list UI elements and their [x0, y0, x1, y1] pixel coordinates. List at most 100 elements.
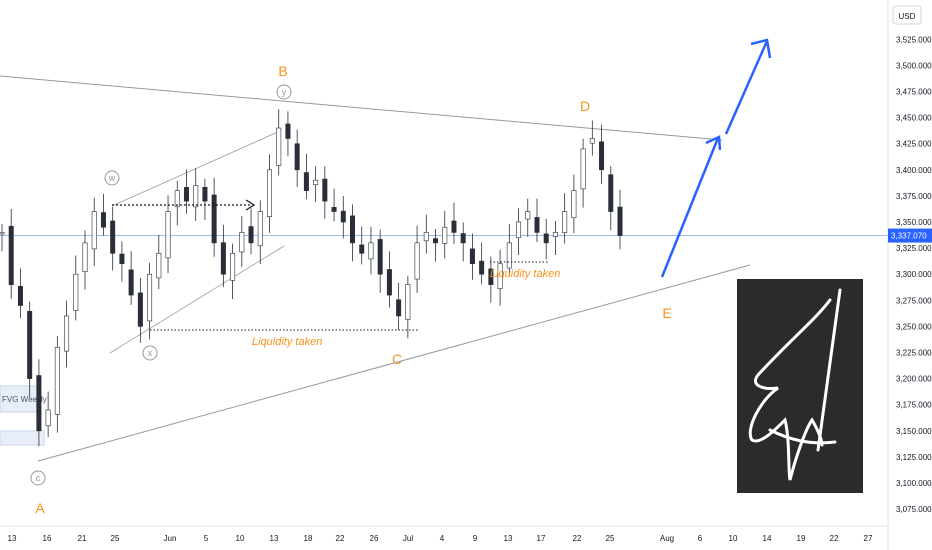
candle-body — [239, 232, 245, 253]
fvg-label: FVG Weekly — [2, 395, 47, 404]
x-tick-label: 22 — [336, 534, 345, 543]
y-tick-label: 3,225.000 — [896, 349, 932, 358]
candle-body — [331, 207, 337, 212]
candle-body — [377, 239, 383, 275]
candle-body — [91, 211, 97, 250]
candle-body — [174, 190, 180, 208]
candle-body — [248, 226, 254, 244]
candle — [285, 111, 291, 157]
candle — [396, 282, 402, 331]
candle — [110, 207, 116, 271]
candle-body — [442, 226, 448, 244]
candle — [442, 210, 448, 259]
channel-lower-line — [109, 245, 285, 354]
sub-wave-label-x: x — [148, 348, 153, 358]
candle-body — [54, 346, 60, 415]
candle-body — [534, 217, 540, 233]
candle-body — [543, 233, 549, 244]
candle — [608, 166, 614, 231]
y-tick-label: 3,075.000 — [896, 505, 932, 514]
candle — [368, 226, 374, 275]
wave-label-a: A — [35, 500, 45, 516]
y-tick-label: 3,525.000 — [896, 35, 932, 44]
candle — [0, 224, 5, 252]
candle — [100, 193, 106, 236]
y-tick-label: 3,175.000 — [896, 401, 932, 410]
candle-body — [516, 221, 522, 239]
candle — [469, 233, 475, 280]
candle-body — [82, 242, 88, 273]
y-tick-label: 3,150.000 — [896, 427, 932, 436]
candle — [137, 277, 143, 343]
candle — [617, 189, 623, 250]
x-tick-label: 22 — [573, 534, 582, 543]
candle — [156, 234, 162, 290]
sub-wave-circle — [104, 170, 120, 186]
x-tick-label: 25 — [111, 534, 120, 543]
candle-body — [17, 285, 23, 306]
x-tick-label: 10 — [236, 534, 245, 543]
candle — [64, 300, 70, 368]
sub-wave-label-w: w — [108, 173, 116, 183]
sub-wave-label-c: c — [36, 473, 41, 483]
candle — [8, 209, 14, 299]
candle-body — [608, 174, 614, 212]
x-tick-label: 18 — [304, 534, 313, 543]
candle-body — [257, 211, 263, 247]
candle — [165, 195, 171, 274]
x-tick-label: Aug — [660, 534, 674, 543]
candle — [303, 153, 309, 200]
candle — [506, 224, 512, 277]
x-tick-label: 21 — [78, 534, 87, 543]
candle-body — [220, 242, 226, 275]
current-price-badge — [888, 228, 932, 243]
currency-selector[interactable] — [892, 5, 922, 25]
candle-body — [137, 292, 143, 327]
y-tick-label: 3,475.000 — [896, 88, 932, 97]
candle-body — [488, 268, 494, 285]
candle — [580, 138, 586, 208]
candle-body — [451, 220, 457, 233]
candle — [193, 168, 199, 221]
candle — [257, 200, 263, 265]
candle-body — [322, 178, 328, 202]
candle-body — [599, 141, 605, 171]
x-tick-label: 13 — [270, 534, 279, 543]
projection-line-1 — [660, 137, 720, 278]
x-tick-label: 26 — [370, 534, 379, 543]
candle-body — [202, 187, 208, 202]
candle-body — [8, 225, 14, 285]
candle — [211, 177, 217, 257]
x-tick-label: 13 — [8, 534, 17, 543]
candle — [516, 208, 522, 256]
x-tick-label: 22 — [830, 534, 839, 543]
candle — [230, 243, 236, 300]
candle-body — [183, 187, 189, 202]
x-tick-label: Jun — [164, 534, 177, 543]
candle — [488, 256, 494, 303]
y-tick-label: 3,450.000 — [896, 114, 932, 123]
candle — [248, 208, 254, 255]
candle-body — [571, 190, 577, 219]
candle-body — [423, 232, 429, 242]
wave-label-c: C — [392, 351, 402, 367]
candle — [377, 229, 383, 293]
candle — [294, 129, 300, 187]
x-tick-label: 25 — [606, 534, 615, 543]
candle-body — [147, 273, 153, 322]
liquidity-label-2: Liquidity taken — [490, 268, 560, 280]
candle — [17, 268, 23, 319]
sub-wave-label-y: y — [282, 87, 287, 97]
sub-wave-circle — [142, 345, 158, 361]
y-tick-label: 3,100.000 — [896, 479, 932, 488]
signature-logo — [737, 279, 863, 493]
candle — [589, 120, 595, 156]
x-tick-label: 5 — [204, 534, 209, 543]
candle-body — [313, 179, 319, 186]
candle — [405, 276, 411, 339]
candle-body — [552, 232, 558, 237]
candle-body — [368, 242, 374, 260]
overlays: A B C D Ew x y c — [30, 38, 863, 516]
